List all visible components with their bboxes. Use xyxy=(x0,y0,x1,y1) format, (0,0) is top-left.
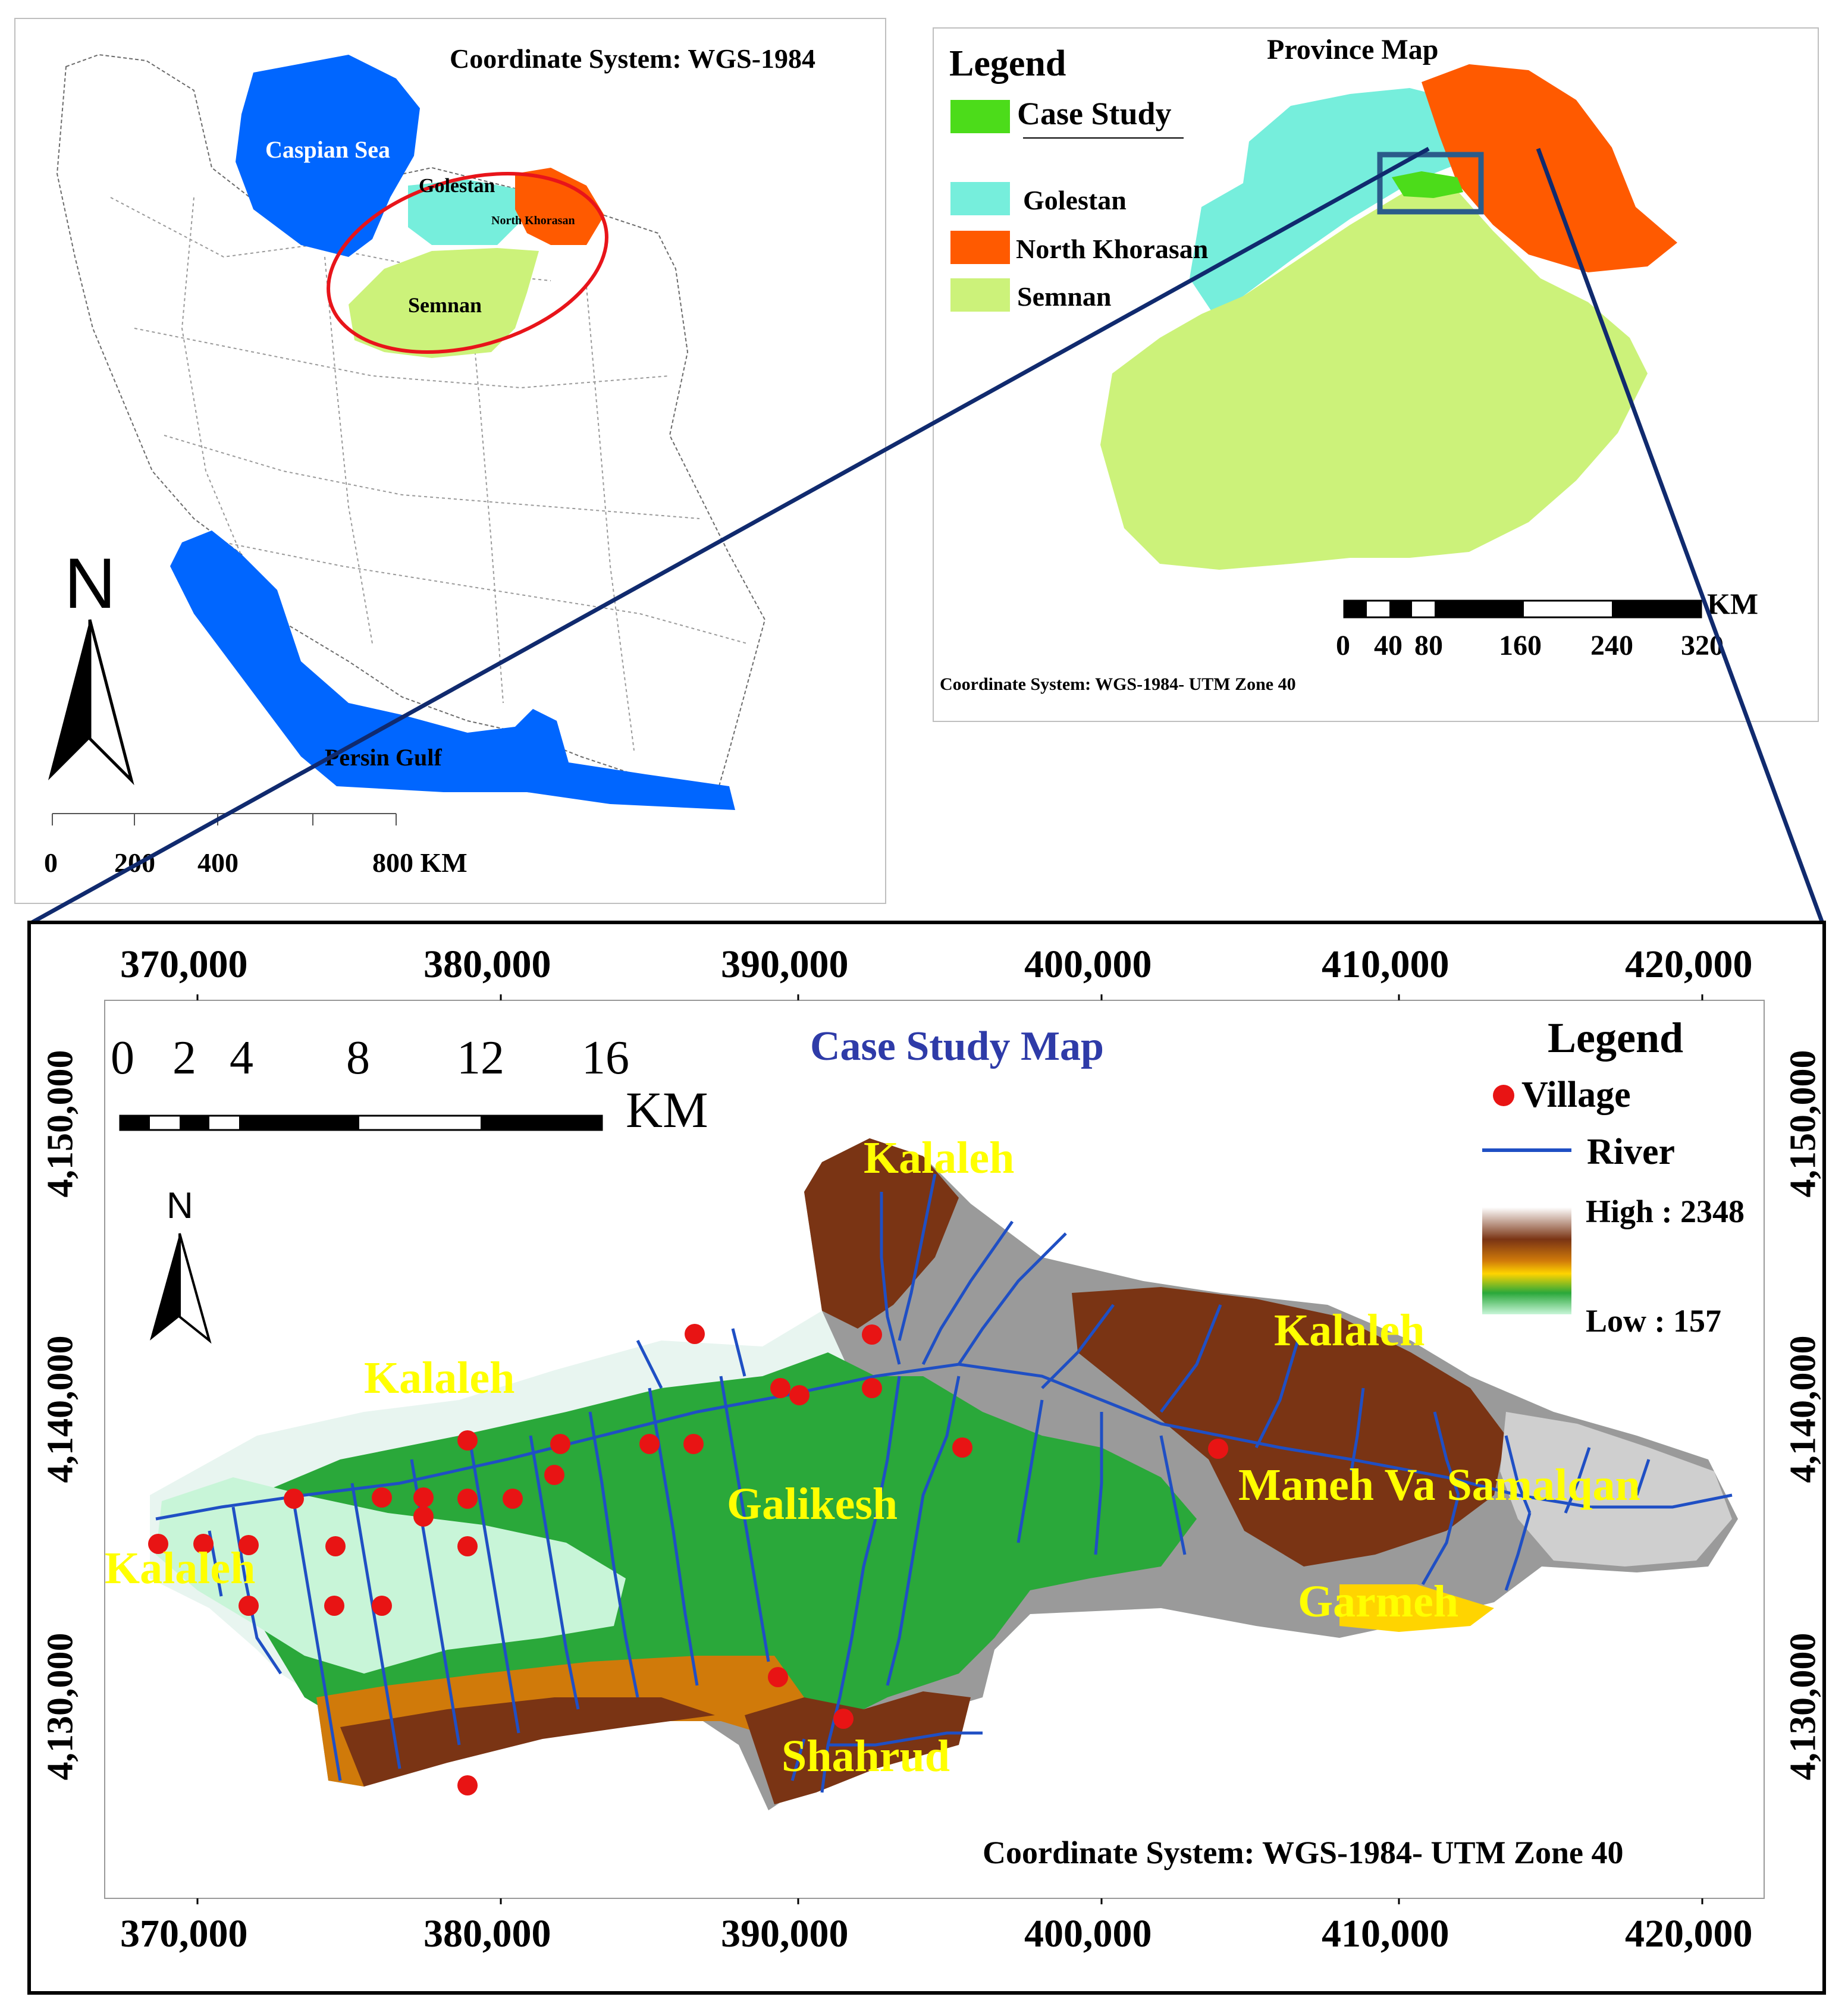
legend-river-label: River xyxy=(1587,1132,1676,1172)
north-label: N xyxy=(64,544,116,623)
place-kalaleh-east: Kalaleh xyxy=(1274,1305,1425,1355)
x-tick-top-3: 400,000 xyxy=(1024,943,1152,986)
case-coordinate-system: Coordinate System: WGS-1984- UTM Zone 40 xyxy=(983,1835,1624,1870)
case-scale-bar xyxy=(119,1115,603,1131)
case-north-label: N xyxy=(167,1185,193,1226)
place-galikesh: Galikesh xyxy=(727,1479,898,1529)
legend-label-golestan: Golestan xyxy=(1023,185,1127,215)
place-shahrud: Shahrud xyxy=(782,1731,950,1781)
province-legend-title: Legend xyxy=(949,43,1066,84)
north-arrow-icon xyxy=(48,619,134,786)
case-scale-tick-1: 2 xyxy=(172,1032,196,1084)
case-scale-tick-5: 16 xyxy=(582,1032,629,1084)
case-map-title: Case Study Map xyxy=(810,1024,1104,1069)
caspian-sea-label: Caspian Sea xyxy=(265,136,391,163)
case-legend-title: Legend xyxy=(1548,1014,1684,1062)
iran-map-svg xyxy=(48,54,766,825)
iran-scale-bar xyxy=(52,813,397,825)
legend-low-label: Low : 157 xyxy=(1586,1303,1721,1339)
legend-swatch-case-study xyxy=(950,100,1010,133)
iran-country-outline xyxy=(56,54,766,793)
legend-label-north-khorasan: North Khorasan xyxy=(1016,234,1209,264)
x-tick-bottom-4: 410,000 xyxy=(1322,1912,1449,1955)
case-study-map: 370,000 380,000 390,000 400,000 410,000 … xyxy=(27,921,1826,1995)
case-scale-tick-3: 8 xyxy=(346,1032,370,1084)
x-tick-top-1: 380,000 xyxy=(423,943,551,986)
river-network xyxy=(155,1173,1733,1793)
iran-scale-tick-1: 200 xyxy=(114,847,155,878)
case-scale-tick-0: 0 xyxy=(111,1032,134,1084)
north-khorasan-label: North Khorasan xyxy=(491,214,575,227)
case-scale-tick-4: 12 xyxy=(457,1032,504,1084)
elevation-terrain xyxy=(150,1138,1738,1810)
y-tick-right-0: 4,150,000 xyxy=(1783,1050,1824,1198)
province-map-svg xyxy=(950,64,1702,619)
x-tick-top-0: 370,000 xyxy=(120,943,248,986)
legend-swatch-semnan xyxy=(950,278,1010,312)
legend-high-label: High : 2348 xyxy=(1586,1194,1745,1229)
legend-village-label: Village xyxy=(1521,1075,1631,1115)
place-garmeh: Garmeh xyxy=(1298,1577,1459,1627)
legend-label-case-study: Case Study xyxy=(1017,96,1172,131)
province-scale-tick-4: 240 xyxy=(1590,630,1633,661)
x-tick-bottom-3: 400,000 xyxy=(1024,1912,1152,1955)
x-tick-top-4: 410,000 xyxy=(1322,943,1449,986)
x-tick-top-5: 420,000 xyxy=(1625,943,1753,986)
persian-gulf-label: Persin Gulf xyxy=(325,744,442,771)
province-coordinate-system: Coordinate System: WGS-1984- UTM Zone 40 xyxy=(940,674,1296,694)
y-tick-right-1: 4,140,000 xyxy=(1783,1335,1824,1483)
legend-village-symbol xyxy=(1493,1085,1514,1106)
x-tick-top-2: 390,000 xyxy=(721,943,849,986)
legend-label-semnan: Semnan xyxy=(1017,281,1112,312)
case-scale-tick-2: 4 xyxy=(230,1032,253,1084)
case-scale-unit: KM xyxy=(626,1081,708,1138)
x-tick-bottom-5: 420,000 xyxy=(1625,1912,1753,1955)
case-north-arrow-icon xyxy=(150,1233,212,1344)
province-scale-unit: KM xyxy=(1707,587,1759,620)
province-map-title: Province Map xyxy=(1267,34,1439,65)
province-scale-tick-1: 40 xyxy=(1374,630,1403,661)
axis-ticks xyxy=(196,994,1703,1904)
province-scale-tick-2: 80 xyxy=(1414,630,1443,661)
y-tick-left-1: 4,140,000 xyxy=(40,1335,81,1483)
x-tick-bottom-1: 380,000 xyxy=(423,1912,551,1955)
place-maneh-va-samalqan: Maneh Va Samalqan xyxy=(1238,1460,1640,1510)
place-kalaleh-north: Kalaleh xyxy=(864,1133,1015,1183)
place-kalaleh-west: Kalaleh xyxy=(364,1353,515,1403)
y-tick-right-2: 4,130,000 xyxy=(1783,1633,1824,1781)
place-kalaleh-southwest: Kalaleh xyxy=(105,1543,256,1593)
case-study-svg xyxy=(104,994,1765,1904)
iran-overview-map: Coordinate System: WGS-1984 Caspian Sea … xyxy=(14,18,886,904)
golestan-label: Golestan xyxy=(419,175,495,197)
province-scale-tick-5: 320 xyxy=(1681,630,1724,661)
iran-scale-tick-3: 800 KM xyxy=(372,847,468,878)
semnan-label: Semnan xyxy=(408,293,482,317)
province-scale-bar xyxy=(1343,599,1702,619)
village-markers xyxy=(148,1324,1228,1795)
province-scale-tick-0: 0 xyxy=(1336,630,1350,661)
case-study-shape xyxy=(1392,171,1463,198)
legend-elevation-ramp xyxy=(1482,1207,1571,1314)
north-khorasan-province-shape xyxy=(515,168,604,245)
x-tick-bottom-0: 370,000 xyxy=(120,1912,248,1955)
x-tick-bottom-2: 390,000 xyxy=(721,1912,849,1955)
province-scale-tick-3: 160 xyxy=(1499,630,1542,661)
iran-coordinate-system: Coordinate System: WGS-1984 xyxy=(450,43,816,74)
iran-scale-tick-0: 0 xyxy=(44,847,58,878)
legend-swatch-north-khorasan xyxy=(950,231,1010,264)
y-tick-left-0: 4,150,000 xyxy=(40,1050,81,1198)
persian-gulf-shape xyxy=(170,530,735,810)
iran-scale-tick-2: 400 xyxy=(197,847,239,878)
map-frame xyxy=(104,1000,1765,1899)
province-map: Province Map Legend Case Study Golestan … xyxy=(933,27,1819,722)
legend-swatch-golestan xyxy=(950,182,1010,215)
y-tick-left-2: 4,130,000 xyxy=(40,1633,81,1781)
